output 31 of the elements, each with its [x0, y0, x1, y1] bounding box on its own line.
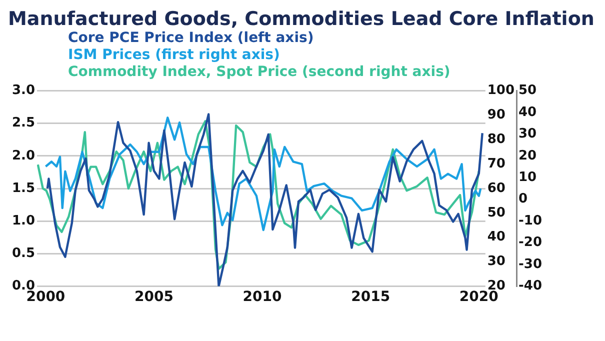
y3-tick-label: -30	[518, 256, 542, 272]
y3-tick-label: 0	[518, 192, 528, 207]
y3-tick-label: 20	[518, 148, 537, 164]
y2-tick-label: 80	[487, 132, 506, 148]
y2-tick-label: 30	[487, 254, 506, 270]
chart-title: Manufactured Goods, Commodities Lead Core Inflation	[8, 8, 596, 30]
y3-tick-label: 10	[518, 170, 537, 186]
x-tick-label: 2015	[351, 289, 390, 306]
text: ISM Prices (first right axis)	[68, 47, 281, 64]
y3-tick-label: 40	[518, 104, 537, 120]
y-tick-label: 1.5	[12, 180, 36, 196]
x-tick-label: 2010	[242, 289, 282, 306]
y3-tick-label: -40	[518, 278, 542, 294]
y3-tick-label: -10	[518, 213, 542, 228]
y2-tick-label: 40	[487, 230, 506, 245]
y2-tick-label: 50	[487, 205, 506, 220]
y-tick-label: 2.0	[12, 148, 36, 164]
y2-tick-label: 90	[487, 108, 506, 123]
y3-tick-label: -20	[518, 235, 542, 250]
y-tick-label: 2.5	[12, 116, 36, 131]
y-tick-label: 0.5	[12, 246, 36, 262]
y3-tick-label: 50	[518, 83, 537, 98]
y-tick-label: 3.0	[12, 83, 36, 98]
y3-tick-label: 30	[518, 126, 537, 142]
text: Commodity Index, Spot Price (second right axis)	[68, 64, 452, 81]
x-tick-label: 2005	[134, 289, 174, 306]
y2-tick-label: 70	[487, 156, 506, 172]
text: Core PCE Price Index (left axis)	[68, 30, 315, 47]
y2-tick-label: 60	[487, 180, 506, 196]
y-tick-label: 1.0	[12, 213, 36, 228]
y2-tick-label: 100	[487, 83, 515, 98]
